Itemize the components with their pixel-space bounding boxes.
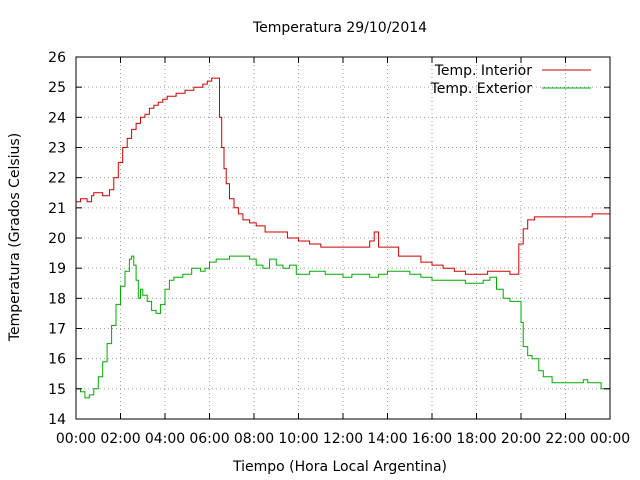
legend-label-exterior: Temp. Exterior bbox=[430, 81, 533, 97]
series-line-exterior bbox=[76, 255, 611, 407]
y-tick-label: 17 bbox=[48, 322, 66, 338]
y-tick-label: 18 bbox=[48, 291, 66, 307]
x-axis-tick-labels: 00:00 02:00 04:00 06:00 08:00 10:00 12:00 14:00… bbox=[56, 431, 630, 447]
y-tick-label: 20 bbox=[48, 231, 66, 247]
y-tick-label: 16 bbox=[48, 352, 66, 368]
x-tick-label: 20:00 bbox=[501, 431, 541, 447]
chart-title: Temperatura 29/10/2014 bbox=[252, 20, 427, 36]
x-tick-label: 14:00 bbox=[367, 431, 407, 447]
series-lines bbox=[76, 77, 611, 407]
x-tick-label: 06:00 bbox=[189, 431, 229, 447]
legend-label-interior: Temp. Interior bbox=[434, 63, 533, 79]
x-tick-label: 08:00 bbox=[234, 431, 274, 447]
x-tick-label: 00:00 bbox=[56, 431, 96, 447]
y-tick-label: 23 bbox=[48, 141, 66, 157]
series-line-interior bbox=[76, 77, 610, 275]
y-tick-label: 15 bbox=[48, 382, 66, 398]
axis-ticks bbox=[75, 56, 611, 420]
y-tick-label: 24 bbox=[48, 110, 66, 126]
y-tick-label: 14 bbox=[48, 412, 66, 428]
y-tick-label: 25 bbox=[48, 80, 66, 96]
y-tick-label: 21 bbox=[48, 201, 66, 217]
x-tick-label: 12:00 bbox=[323, 431, 363, 447]
x-tick-label: 10:00 bbox=[278, 431, 318, 447]
y-tick-label: 22 bbox=[48, 171, 66, 187]
y-axis-tick-labels: 14 15 16 17 18 19 20 21 22 23 24 25 26 bbox=[48, 50, 66, 428]
y-tick-label: 19 bbox=[48, 261, 66, 277]
x-tick-label: 02:00 bbox=[100, 431, 140, 447]
y-tick-label: 26 bbox=[48, 50, 66, 66]
x-tick-label: 04:00 bbox=[145, 431, 185, 447]
x-tick-label: 00:00 bbox=[590, 431, 630, 447]
x-axis-label: Tiempo (Hora Local Argentina) bbox=[232, 459, 447, 475]
x-tick-label: 18:00 bbox=[456, 431, 496, 447]
x-tick-label: 16:00 bbox=[412, 431, 452, 447]
grid-lines bbox=[76, 57, 610, 419]
x-tick-label: 22:00 bbox=[545, 431, 585, 447]
y-axis-label: Temperatura (Grados Celsius) bbox=[7, 133, 23, 342]
legend: Temp. Interior Temp. Exterior bbox=[430, 63, 591, 97]
